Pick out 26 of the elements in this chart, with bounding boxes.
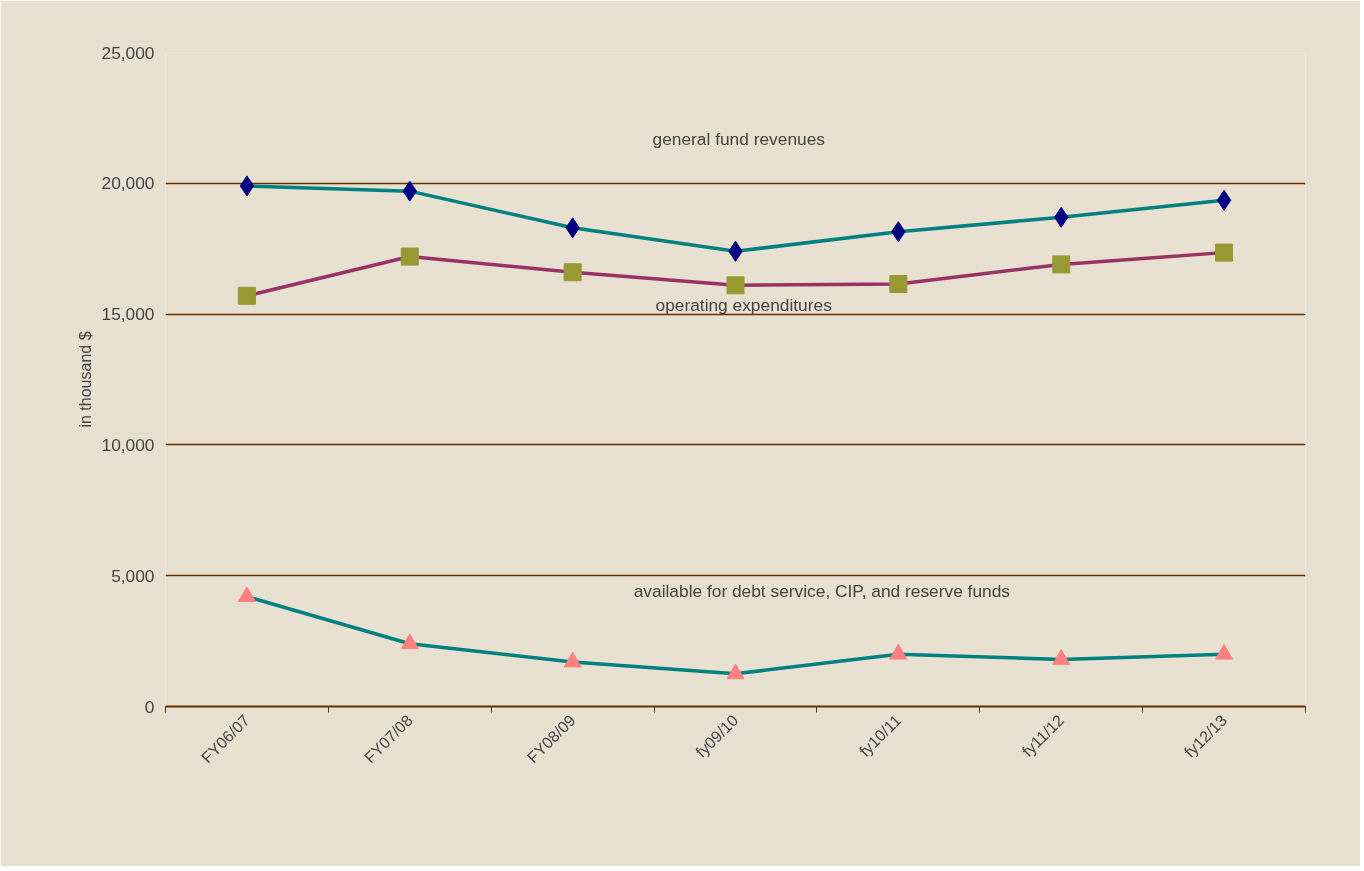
- annotation: general fund revenues: [652, 128, 826, 149]
- y-tick-label: 20,000: [101, 173, 155, 194]
- y-axis-title: in thousand $: [76, 331, 94, 428]
- point: [1052, 255, 1071, 274]
- y-tick-label: 25,000: [101, 42, 155, 63]
- point: [237, 586, 256, 603]
- point: [400, 633, 419, 650]
- point: [237, 286, 256, 305]
- point: [889, 643, 908, 660]
- y-tick-label: 10,000: [101, 434, 155, 455]
- point: [1216, 189, 1232, 211]
- point: [1215, 243, 1234, 262]
- annotation: available for debt service, CIP, and reserve funds: [633, 580, 1011, 601]
- point: [726, 276, 745, 295]
- point: [1052, 649, 1071, 665]
- point: [563, 263, 582, 282]
- point: [889, 275, 908, 294]
- point: [1215, 643, 1234, 660]
- y-tick-label: 5,000: [111, 565, 155, 586]
- point: [239, 175, 255, 197]
- point: [726, 663, 745, 680]
- y-tick-label: 0: [144, 696, 155, 717]
- annotation: operating expenditures: [655, 294, 833, 315]
- y-tick-label: 15,000: [101, 304, 155, 325]
- point: [563, 651, 582, 668]
- point: [400, 247, 419, 266]
